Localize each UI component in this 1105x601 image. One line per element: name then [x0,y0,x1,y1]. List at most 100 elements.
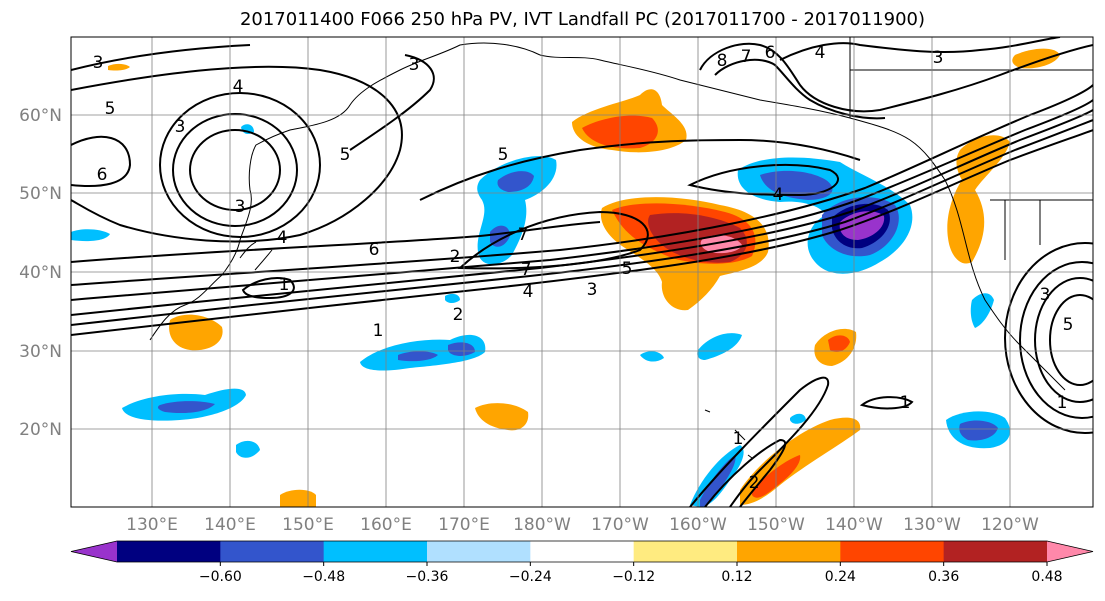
contour-line [699,42,1093,113]
anomaly-positive-small-4 [108,63,130,71]
lon-label: 150°W [747,515,805,535]
colorbar-tick-label: 0.48 [1031,569,1062,585]
contour-line [71,119,1093,326]
colorbar-segment [737,541,841,562]
colorbar-segment [71,541,117,562]
contour-line [71,221,601,263]
contour-label: 8 [717,51,728,71]
colorbar-segment [943,541,1048,562]
contour-label: 7 [518,225,529,245]
contour-line [714,58,886,120]
contour-cyclone-1 [189,129,281,211]
lat-label-60n: 60°N [19,106,62,126]
colorbar-segment [117,541,221,562]
contour-label: 4 [233,77,244,97]
contour-cyclone-3 [159,92,321,238]
gridlines [71,37,1093,507]
contour-label: 1 [733,429,744,449]
lon-label: 140°E [204,515,256,535]
anomaly-negative-hawaii-west-core [700,455,736,507]
contour-closed-1 [241,277,295,300]
anomaly-positive-small-1 [475,403,529,431]
lon-label: 150°E [282,515,334,535]
anomaly-negative-small-5 [236,440,260,458]
colorbar-tick-label: 0.12 [721,569,752,585]
contour-line [71,99,1093,301]
coastline-asia [149,42,541,341]
colorbar-tick-label: −0.60 [199,569,242,585]
anomaly-negative-subtropical [360,334,486,371]
anomaly-positive-japan [169,314,223,351]
lat-label-30n: 30°N [19,342,62,362]
coastlines [149,37,1093,459]
coastline-japan [239,241,273,271]
contour-cyclone-2 [172,113,298,227]
colorbar-tick-labels: −0.60 −0.48 −0.36 −0.24 −0.12 0.12 0.24 0.36 0.4… [199,562,1063,585]
colorbar-tick-label: −0.48 [302,569,345,585]
anomaly-negative-small-6 [970,293,994,328]
contour-label: 5 [622,259,633,279]
lon-label: 160°W [669,515,727,535]
anomaly-positive-yukon [1012,48,1060,69]
contour-line [779,37,1061,61]
contour-label: 4 [277,228,288,248]
lon-label: 160°E [360,515,412,535]
coastline-hawaii [704,409,753,459]
colorbar-tick-label: −0.24 [509,569,552,585]
contour-label: 5 [105,99,116,119]
contour-label: 1 [373,321,384,341]
contour-label: 3 [587,280,598,300]
contour-closed-small [859,396,914,410]
contour-label: 2 [453,305,464,325]
colorbar-tick-label: 0.36 [928,569,959,585]
contour-label: 6 [97,165,108,185]
contour-label: 3 [93,53,104,73]
contour-label: 4 [523,282,534,302]
map-frame [70,36,1094,508]
contour-line [71,135,132,187]
contour-label: 7 [521,260,532,280]
contour-label: 1 [1057,393,1068,413]
contour-labels: 3 5 6 4 3 3 5 4 8 7 6 3 7 5 4 1 2 3 6 7 … [93,43,1074,493]
contour-line [71,109,1093,316]
contour-label: 3 [409,55,420,75]
anomaly-negative-small-7 [790,413,806,424]
longitude-labels: 130°E 140°E 150°E 160°E 170°E 180°W 170°… [126,515,1039,535]
figure-title: 2017011400 F066 250 hPa PV, IVT Landfall… [239,9,926,30]
anomaly-negative-west [122,388,246,421]
coastline-north-america [539,54,1066,391]
anomaly-negative-aleutian [477,156,557,265]
contour-line [419,138,861,201]
lat-label-20n: 20°N [19,420,62,440]
map-area[interactable]: 3 5 6 4 3 3 5 4 8 7 6 3 7 5 4 1 2 3 6 7 … [71,37,1105,507]
border-alaska-canada [849,37,1093,118]
anomaly-negative-small-3 [640,351,664,362]
colorbar-segment [323,541,428,562]
lon-label: 180°W [513,515,571,535]
lat-label-50n: 50°N [19,184,62,204]
contour-label: 4 [815,43,826,63]
lon-label: 170°W [591,515,649,535]
colorbar-segment [427,541,531,562]
contour-label: 5 [498,145,509,165]
lon-label: 170°E [438,515,490,535]
colorbar-segment [530,541,635,562]
colorbar [70,540,1094,563]
lon-label: 120°W [981,515,1039,535]
contour-label: 2 [749,473,760,493]
contour-label: 6 [369,240,380,260]
contour-line [71,65,403,243]
contour-label: 1 [279,275,290,295]
contour-label: 7 [741,47,752,67]
contour-label: 3 [933,48,944,68]
contour-label: 4 [773,185,784,205]
anomaly-positive-small-3 [280,489,316,507]
border-us-states [990,199,1093,260]
anomaly-negative-small-4 [697,333,742,360]
contour-closed-7 [457,210,649,270]
contour-label: 2 [450,247,461,267]
anomaly-negative-small-1 [71,229,110,242]
colorbar-outline [70,540,1094,563]
contour-line [689,376,830,507]
lon-label: 130°W [903,515,961,535]
